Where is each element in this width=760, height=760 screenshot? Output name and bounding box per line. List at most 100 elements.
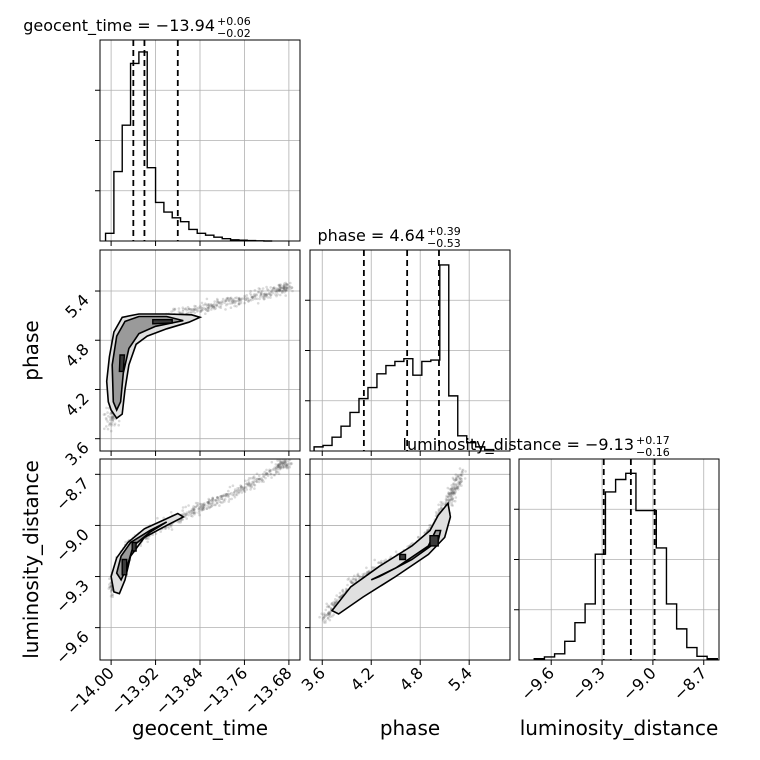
sample-point (164, 526, 167, 530)
sample-point (275, 294, 278, 298)
sample-point (445, 494, 449, 498)
sample-point (111, 595, 114, 598)
sample-point (250, 296, 253, 299)
sample-point (233, 489, 237, 493)
sample-point (237, 300, 241, 304)
sample-point (196, 503, 199, 507)
sample-point (263, 470, 267, 474)
sample-point (282, 286, 286, 289)
sample-point (179, 519, 183, 523)
sample-point (260, 293, 263, 297)
sample-point (208, 501, 211, 505)
sample-point (164, 527, 167, 530)
sample-point (454, 486, 457, 489)
panel-title: luminosity_distance = −9.13 +0.17−0.16 (403, 434, 670, 459)
sample-point (267, 292, 271, 296)
sample-point (455, 477, 458, 480)
sample-point (447, 492, 451, 496)
sample-point (279, 467, 282, 470)
sample-point (282, 286, 286, 290)
axes-frame (309, 458, 511, 661)
sample-point (192, 309, 196, 312)
sample-point (246, 297, 249, 301)
hist-panel-geocent_time: geocent_time = −13.94 +0.06−0.02 (23, 15, 301, 246)
sample-point (247, 479, 250, 482)
sample-point (278, 289, 282, 292)
sample-point (192, 508, 196, 511)
sample-point (275, 290, 278, 294)
sample-point (259, 292, 263, 295)
histogram-phase (313, 264, 495, 451)
sample-point (265, 294, 269, 297)
sample-point (193, 505, 197, 509)
sample-point (213, 305, 217, 308)
x-tick-label: −13.84 (152, 663, 207, 718)
sample-point (249, 482, 252, 486)
sample-point (278, 293, 282, 297)
sample-point (246, 296, 249, 300)
sample-point (273, 289, 277, 293)
sample-point (262, 480, 265, 484)
sample-point (110, 415, 114, 419)
sample-point (279, 461, 283, 465)
sample-point (265, 292, 269, 296)
sample-point (338, 591, 342, 595)
sample-point (241, 488, 245, 492)
sample-point (273, 286, 276, 289)
sample-point (276, 464, 280, 468)
sample-point (213, 503, 216, 507)
sample-point (170, 310, 173, 313)
sample-point (244, 482, 248, 486)
sample-point (264, 292, 268, 296)
sample-point (181, 506, 185, 509)
sample-point (196, 309, 200, 312)
sample-point (225, 303, 228, 307)
sample-point (451, 497, 455, 500)
title-plus: +0.17 (636, 434, 670, 447)
sample-point (327, 605, 331, 609)
sample-point (265, 285, 268, 289)
sample-point (460, 480, 463, 483)
sample-point (182, 308, 185, 311)
sample-point (260, 289, 264, 293)
sample-point (279, 465, 282, 469)
sample-point (324, 621, 327, 624)
sample-point (223, 299, 227, 302)
sample-point (457, 480, 461, 484)
sample-point (206, 303, 210, 306)
sample-point (455, 486, 459, 490)
sample-point (182, 512, 186, 515)
sample-point (206, 504, 209, 508)
density-panel-phase-luminosity_distance: 3.6 4.2 4.8 5.4 (298, 458, 511, 695)
sample-point (211, 305, 214, 308)
sample-point (229, 299, 233, 302)
sample-point (457, 481, 460, 484)
sample-point (452, 487, 455, 490)
sample-point (323, 613, 327, 617)
sample-point (257, 290, 261, 294)
sample-point (356, 574, 360, 578)
sample-point (213, 300, 216, 303)
sample-point (250, 485, 254, 488)
sample-point (285, 459, 289, 463)
x-tick-label: −13.76 (196, 663, 251, 718)
sample-point (218, 301, 221, 304)
sample-point (353, 574, 356, 578)
sample-point (269, 293, 272, 296)
sample-point (282, 288, 285, 292)
sample-point (450, 489, 453, 493)
sample-point (224, 299, 228, 303)
sample-point (271, 291, 275, 295)
sample-point (326, 616, 330, 620)
sample-point (454, 476, 458, 479)
sample-point (416, 535, 420, 539)
sample-point (335, 600, 339, 603)
sample-point (244, 296, 247, 299)
sample-point (260, 478, 263, 482)
sample-point (283, 282, 286, 286)
sample-point (237, 489, 241, 492)
sample-point (219, 495, 222, 498)
sample-point (357, 574, 361, 578)
sample-point (110, 588, 113, 591)
sample-point (284, 288, 288, 292)
